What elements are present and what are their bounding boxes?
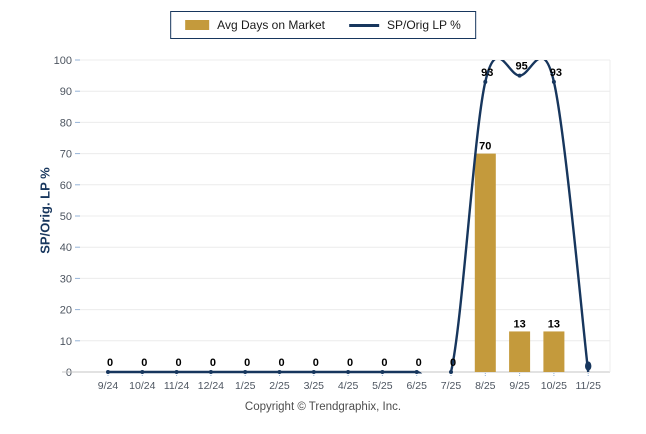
x-tick-label: 9/25 [509, 380, 530, 392]
x-tick-label: 7/25 [441, 380, 462, 392]
y-tick-label: 0 [66, 367, 72, 379]
line-point-marker [140, 370, 145, 374]
line-value-label: 0 [278, 357, 284, 369]
y-tick-label: 90 [60, 86, 72, 98]
bar-series-legend-label: Avg Days on Market [217, 18, 326, 32]
line-series-swatch-icon [349, 23, 380, 27]
line-value-label: 93 [481, 67, 493, 79]
bar-value-label: 13 [548, 318, 560, 330]
x-tick-label: 3/25 [304, 380, 325, 392]
line-point-marker [346, 370, 351, 374]
x-tick-label: 4/25 [338, 380, 359, 392]
y-tick-label: 70 [60, 149, 72, 161]
line-value-label: 95 [515, 61, 527, 73]
line-point-marker [243, 370, 248, 374]
y-tick-label: 10 [60, 336, 72, 348]
bar-value-label: 13 [513, 318, 525, 330]
x-tick-label: 1/25 [235, 380, 256, 392]
line-point-marker [517, 73, 522, 78]
x-tick-label: 8/25 [475, 380, 496, 392]
line-point-marker [449, 370, 453, 374]
line-value-label: 0 [450, 357, 456, 369]
x-tick-label: 5/25 [372, 380, 393, 392]
bar-series-swatch-icon [185, 20, 210, 30]
y-tick-label: 30 [60, 273, 72, 285]
line-point-marker [414, 370, 419, 374]
bar [474, 153, 496, 372]
line-series-legend-label: SP/Orig LP % [387, 18, 461, 32]
y-tick-label: 50 [60, 211, 72, 223]
line-point-marker [174, 370, 179, 374]
line-value-label: 0 [210, 357, 216, 369]
x-tick-label: 2/25 [269, 380, 290, 392]
line-point-marker [277, 370, 282, 374]
y-tick-label: 100 [54, 55, 72, 67]
line-value-label: 0 [141, 357, 147, 369]
line-value-label: 0 [416, 357, 422, 369]
x-tick-label: 6/25 [406, 380, 427, 392]
y-tick-label: 40 [60, 242, 72, 254]
x-tick-label: 11/24 [164, 380, 190, 392]
bar [509, 331, 531, 372]
line-point-marker [208, 370, 213, 374]
legend-item-line: SP/Orig LP % [349, 18, 461, 32]
line-value-label: 0 [107, 357, 113, 369]
legend-item-bar: Avg Days on Market [185, 18, 325, 32]
line-value-label: 0 [176, 357, 182, 369]
line-value-label: 93 [550, 67, 562, 79]
x-tick-label: 10/25 [541, 380, 567, 392]
x-tick-label: 11/25 [575, 380, 601, 392]
y-tick-label: 60 [60, 180, 72, 192]
line-point-marker [380, 370, 385, 374]
x-tick-label: 9/24 [98, 380, 119, 392]
chart-legend: Avg Days on Market SP/Orig LP % [170, 11, 476, 39]
line-value-label: 0 [313, 357, 319, 369]
x-tick-label: 10/24 [129, 380, 155, 392]
line-value-label: 0 [381, 357, 387, 369]
bar-value-label: 70 [479, 141, 491, 153]
y-tick-label: 20 [60, 305, 72, 317]
line-point-marker [106, 370, 110, 374]
y-tick-label: 80 [60, 117, 72, 129]
bar [543, 331, 565, 372]
line-value-label: 0 [244, 357, 250, 369]
line-point-marker [483, 79, 488, 84]
line-point-marker [551, 79, 556, 84]
line-point-marker [311, 370, 316, 374]
line-series-path [108, 60, 590, 374]
line-value-label: 0 [347, 357, 353, 369]
line-end-marker [585, 361, 592, 371]
copyright-text: Copyright © Trendgraphix, Inc. [244, 401, 402, 413]
x-tick-label: 12/24 [198, 380, 224, 392]
